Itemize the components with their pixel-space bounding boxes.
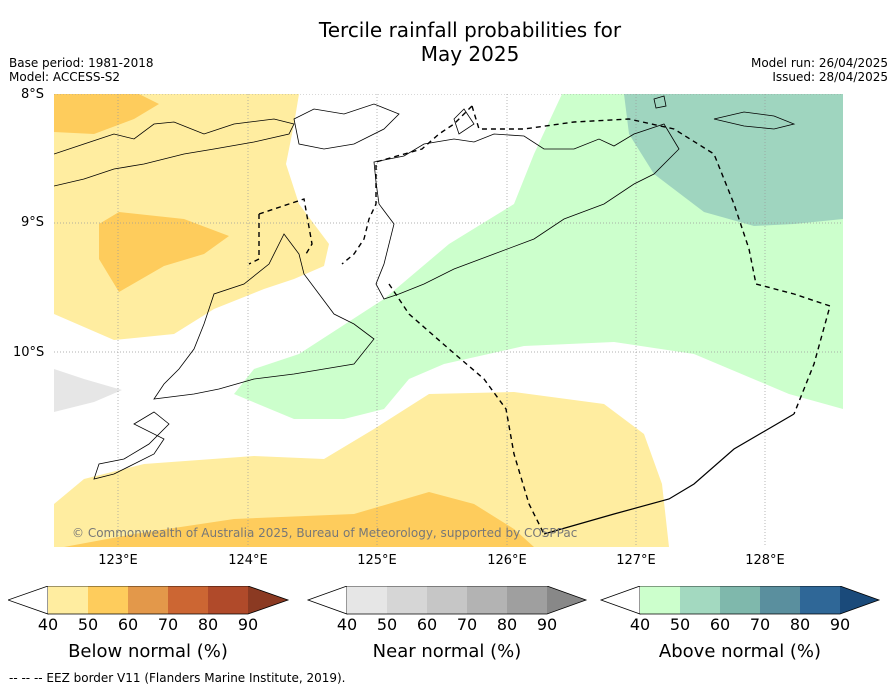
map-title: Tercile rainfall probabilities for May 2…: [0, 18, 896, 66]
copyright-text: © Commonwealth of Australia 2025, Bureau…: [72, 526, 578, 540]
below-tick-70: 70: [157, 615, 179, 634]
below-tick-50: 50: [77, 615, 99, 634]
above-tick-50: 50: [669, 615, 691, 634]
near-normal-label: Near normal (%): [372, 641, 522, 662]
above-normal-50-60-ne: [624, 94, 843, 226]
lat-label-9s: 9°S: [21, 215, 45, 230]
coastlines: [54, 95, 796, 480]
eez-footer-note: -- -- -- EEZ border V11 (Flanders Marine…: [9, 671, 346, 685]
lon-label-127e: 127°E: [616, 553, 656, 568]
lon-label-124e: 124°E: [228, 553, 268, 568]
near-tick-50: 50: [376, 615, 398, 634]
below-normal-50-60-south: [64, 492, 534, 547]
near-tick-80: 80: [496, 615, 518, 634]
near-tick-90: 90: [536, 615, 558, 634]
below-normal-40-50-south: [54, 392, 669, 547]
eez-border-south: [388, 283, 545, 535]
meta-right: Model run: 26/04/2025 Issued: 28/04/2025: [751, 56, 888, 84]
graticule: [54, 94, 843, 547]
eez-border-west: [341, 105, 473, 265]
below-normal-label: Below normal (%): [68, 641, 228, 662]
base-period-text: Base period: 1981-2018: [9, 56, 154, 70]
above-tick-40: 40: [629, 615, 651, 634]
near-tick-70: 70: [456, 615, 478, 634]
colorbar-near-normal: [306, 586, 588, 615]
near-tick-60: 60: [416, 615, 438, 634]
eez-border-southeast: [543, 413, 795, 535]
lon-label-125e: 125°E: [357, 553, 397, 568]
colorbar-below-normal: [8, 586, 290, 615]
below-tick-80: 80: [197, 615, 219, 634]
colorbar-above-normal: [599, 586, 881, 615]
near-normal-40-50-west: [54, 369, 122, 412]
above-tick-90: 90: [829, 615, 851, 634]
eez-border-box: [248, 198, 313, 265]
below-normal-50-60-nw: [54, 94, 159, 134]
lon-label-123e: 123°E: [98, 553, 138, 568]
lat-label-10s: 10°S: [13, 345, 45, 360]
issued-text: Issued: 28/04/2025: [772, 70, 888, 84]
above-tick-60: 60: [709, 615, 731, 634]
below-normal-50-60-west: [99, 212, 229, 292]
below-tick-60: 60: [117, 615, 139, 634]
colorbar-ticks: 40 50 60 70 80 90 40 50 60 70 80 90 40 5…: [0, 615, 896, 637]
title-line-2: May 2025: [420, 42, 520, 66]
colorbars: [8, 586, 881, 615]
above-tick-70: 70: [749, 615, 771, 634]
below-tick-40: 40: [37, 615, 59, 634]
model-text: Model: ACCESS-S2: [9, 70, 121, 84]
above-tick-80: 80: [789, 615, 811, 634]
lon-label-128e: 128°E: [745, 553, 785, 568]
below-tick-90: 90: [237, 615, 259, 634]
model-run-text: Model run: 26/04/2025: [750, 56, 888, 70]
rainfall-map: [54, 94, 843, 547]
near-tick-40: 40: [336, 615, 358, 634]
above-normal-label: Above normal (%): [658, 641, 822, 662]
lat-label-8s: 8°S: [21, 87, 45, 102]
title-line-1: Tercile rainfall probabilities for: [318, 18, 622, 42]
lon-label-126e: 126°E: [487, 553, 527, 568]
meta-left: Base period: 1981-2018 Model: ACCESS-S2: [9, 56, 154, 84]
